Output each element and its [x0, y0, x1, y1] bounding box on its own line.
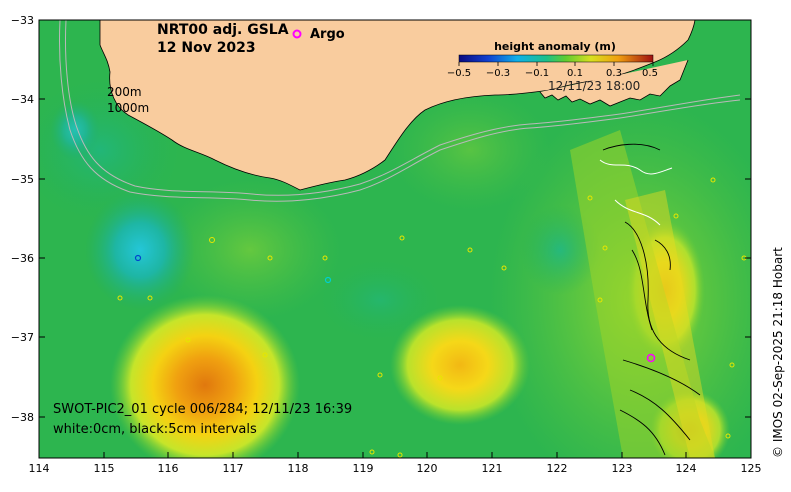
land-mass	[99, 20, 696, 191]
colorbar-tick-label: −0.3	[486, 68, 510, 79]
teal-zone-center	[320, 260, 440, 340]
float-marker-cold	[134, 254, 142, 262]
warm-eddy-center	[390, 305, 530, 425]
teal-zone-east	[520, 205, 600, 295]
central-lime-patch	[160, 180, 340, 320]
y-tick-label: −38	[11, 411, 34, 424]
swot-annotation: SWOT-PIC2_01 cycle 006/284; 12/11/23 16:…	[53, 402, 352, 417]
x-axis	[38, 452, 752, 458]
x-tick-label: 115	[94, 462, 115, 475]
map-frame	[38, 19, 752, 459]
swot-contour-note: white:0cm, black:5cm intervals	[53, 422, 257, 437]
float-markers	[117, 177, 747, 458]
x-tick-label: 116	[158, 462, 179, 475]
credit-text: © IMOS 02-Sep-2025 21:18 Hobart	[771, 247, 785, 458]
x-tick-label: 117	[223, 462, 244, 475]
x-tick-label: 123	[612, 462, 633, 475]
map-date: 12 Nov 2023	[157, 40, 256, 56]
x-tick-label: 118	[288, 462, 309, 475]
colorbar	[458, 54, 654, 63]
swot-swath-warm-strip	[625, 190, 715, 458]
x-tick-label: 124	[676, 462, 697, 475]
y-tick-label: −35	[11, 173, 34, 186]
map-title: NRT00 adj. GSLA	[157, 22, 289, 38]
warm-eddy-southwest	[110, 295, 300, 458]
contour-label-200m: 200m	[107, 85, 142, 99]
x-tick-label: 125	[741, 462, 762, 475]
y-tick-label: −33	[11, 14, 34, 27]
y-tick-label: −37	[11, 331, 34, 344]
x-tick-label: 122	[547, 462, 568, 475]
cold-spot-nw	[50, 100, 100, 160]
cold-eddy	[85, 190, 195, 310]
north-lime-patch	[390, 90, 550, 210]
data-timestamp: 12/11/23 18:00	[548, 79, 640, 93]
colorbar-tick-label: 0.3	[606, 68, 622, 79]
colorbar-ticks	[458, 62, 654, 66]
y-axis	[39, 19, 751, 418]
colorbar-tick-label: 0.1	[567, 68, 583, 79]
y-tick-label: −34	[11, 93, 34, 106]
map-area	[39, 20, 751, 458]
y-tick-label: −36	[11, 252, 34, 265]
colorbar-tick-label: −0.1	[525, 68, 549, 79]
bathymetry-contours	[58, 20, 741, 202]
argo-float-marker	[646, 353, 656, 363]
coast-detail-east	[539, 59, 689, 107]
swot-black-contours	[602, 143, 701, 456]
x-tick-label: 114	[29, 462, 50, 475]
argo-legend-label: Argo	[310, 27, 345, 42]
colorbar-tick-label: −0.5	[447, 68, 471, 79]
float-marker-cyan	[324, 276, 332, 284]
colorbar-title: height anomaly (m)	[494, 40, 616, 53]
swot-white-contours	[599, 159, 673, 226]
x-tick-label: 121	[482, 462, 503, 475]
argo-legend-icon	[292, 29, 302, 39]
swot-swath	[570, 130, 715, 458]
x-tick-label: 119	[353, 462, 374, 475]
contour-label-1000m: 1000m	[107, 101, 149, 115]
colorbar-tick-label: 0.5	[642, 68, 658, 79]
x-tick-label: 120	[417, 462, 438, 475]
